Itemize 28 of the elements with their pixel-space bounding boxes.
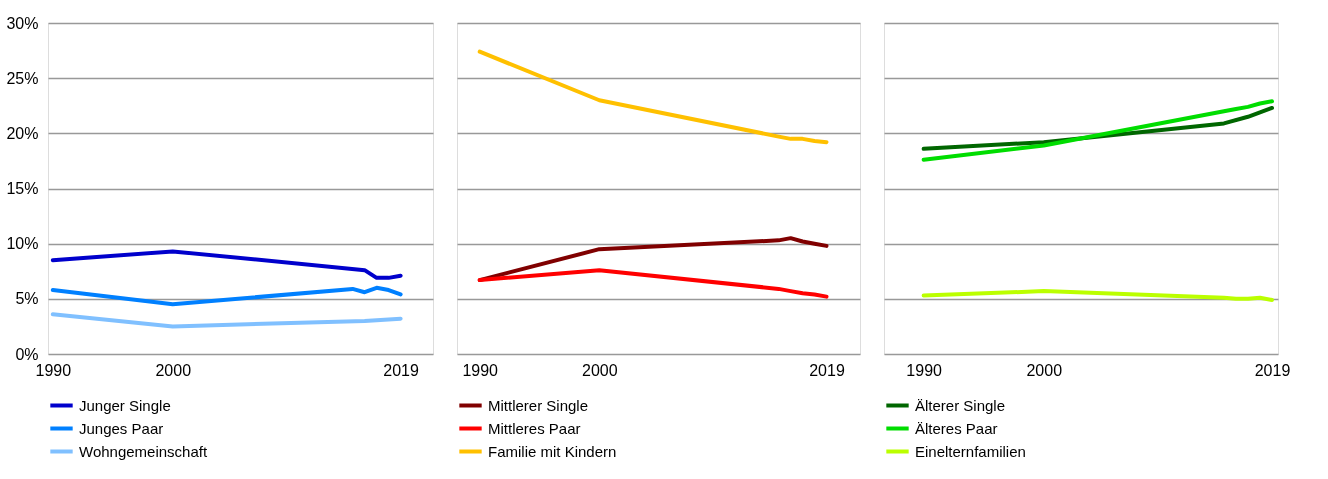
x-tick-label: 1990 [35, 361, 72, 379]
line-series [50, 249, 403, 280]
x-tick-label: 2019 [383, 361, 420, 379]
y-tick-label: 15% [6, 180, 39, 197]
y-tick-label: 25% [6, 69, 39, 87]
x-tick-label: 2019 [1254, 361, 1291, 379]
x-tick-label: 1990 [462, 361, 499, 379]
x-tick-label: 2019 [809, 361, 845, 379]
legend-label: Wohngemeinschaft [79, 442, 208, 460]
legend-label: Mittlerer Single [488, 396, 589, 414]
legend-label: Familie mit Kindern [488, 442, 617, 460]
y-tick-label: 0% [15, 345, 39, 363]
line-series [50, 285, 403, 307]
legend-label: Junger Single [79, 396, 171, 414]
x-tick-label: 2000 [582, 361, 618, 379]
x-tick-label: 2000 [1026, 361, 1063, 379]
y-tick-label: 20% [6, 124, 39, 142]
y-tick-label: 10% [6, 235, 39, 253]
x-tick-label: 1990 [906, 361, 943, 379]
legend-label: Älteres Paar [915, 419, 998, 437]
y-tick-label: 30% [6, 14, 39, 32]
legend-label: Älterer Single [915, 396, 1006, 414]
legend-label: Mittleres Paar [488, 419, 581, 437]
legend-label: Einelternfamilien [915, 442, 1026, 460]
y-tick-label: 5% [15, 290, 39, 308]
line-series [50, 312, 403, 329]
legend-label: Junges Paar [79, 419, 164, 437]
x-tick-label: 2000 [155, 361, 192, 379]
